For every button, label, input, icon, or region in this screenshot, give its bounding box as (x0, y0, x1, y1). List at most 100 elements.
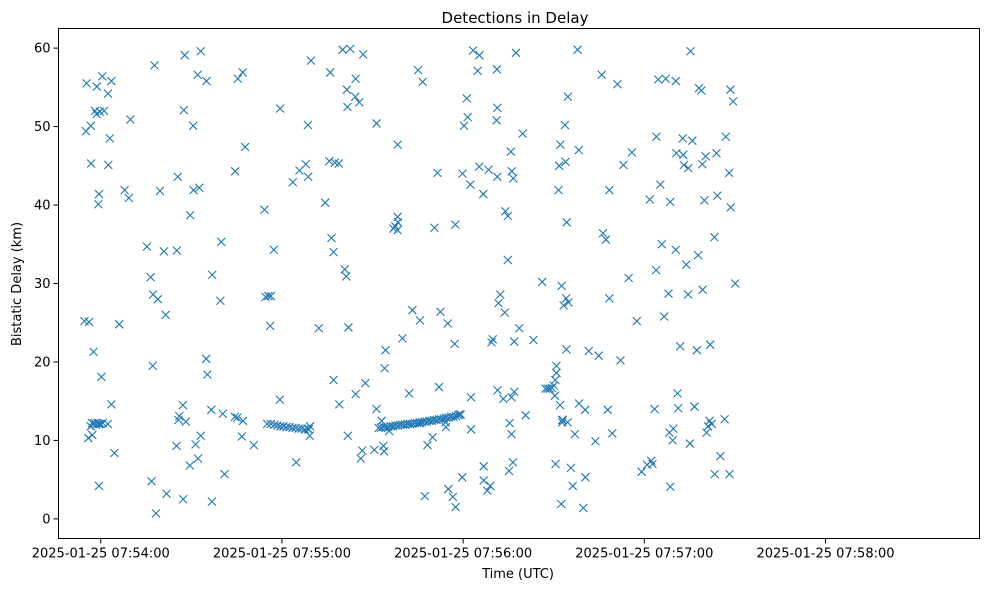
data-point (173, 172, 183, 182)
data-point (443, 484, 453, 494)
data-point (613, 79, 622, 89)
data-point (334, 159, 344, 168)
data-point (720, 414, 730, 424)
data-point (230, 412, 240, 422)
data-point (305, 431, 315, 441)
x-tick-label: 2025-01-25 07:55:00 (213, 547, 351, 562)
data-point (648, 459, 657, 469)
data-point (683, 290, 693, 299)
data-point (191, 439, 200, 449)
x-tick-label: 2025-01-25 07:58:00 (756, 547, 894, 562)
data-point (151, 509, 161, 518)
y-axis: 0 10 20 30 40 50 60 (34, 42, 59, 527)
data-point (479, 476, 489, 485)
data-point (730, 279, 740, 288)
data-point (637, 467, 646, 477)
data-point (189, 185, 198, 195)
data-point (561, 294, 571, 303)
data-point (449, 412, 458, 422)
data-point (161, 310, 171, 320)
data-point (591, 436, 600, 446)
data-point (153, 294, 163, 304)
data-point (705, 340, 715, 350)
data-point (106, 399, 116, 409)
data-point (558, 415, 568, 425)
data-point (334, 399, 344, 409)
data-point (340, 264, 350, 274)
data-point (450, 339, 460, 349)
data-point (181, 417, 191, 426)
data-point (551, 459, 560, 469)
data-point (508, 458, 518, 467)
data-point (291, 458, 301, 467)
data-point (381, 345, 390, 355)
x-axis: 2025-01-25 07:54:00 2025-01-25 07:55:00 20… (32, 538, 895, 562)
data-point (492, 172, 502, 182)
data-point (288, 177, 298, 187)
data-point (193, 70, 203, 80)
y-tick-label: 0 (42, 512, 50, 527)
data-point (503, 211, 513, 221)
data-point (616, 356, 625, 365)
data-point (580, 405, 590, 415)
data-point (415, 417, 425, 427)
data-point (698, 285, 707, 295)
data-point (501, 206, 510, 216)
data-point (568, 481, 578, 491)
data-point (369, 445, 379, 455)
data-point (561, 157, 570, 167)
data-point (377, 416, 386, 426)
data-point (665, 482, 675, 492)
data-point (233, 74, 243, 84)
data-point (423, 440, 432, 450)
data-point (343, 323, 353, 332)
y-axis-label: Bistatic Delay (km) (10, 222, 25, 346)
data-point (458, 169, 467, 179)
x-tick-label: 2025-01-25 07:54:00 (32, 547, 170, 562)
data-point (443, 319, 453, 328)
data-point (474, 162, 484, 171)
data-point (705, 416, 714, 426)
data-point (96, 419, 105, 429)
data-point (106, 76, 116, 86)
data-point (103, 419, 113, 429)
data-point (493, 385, 502, 395)
data-point (82, 79, 91, 88)
data-point (554, 185, 563, 195)
data-point (566, 463, 576, 473)
data-point (92, 109, 101, 119)
data-point (263, 291, 273, 301)
data-point (673, 403, 683, 413)
data-point (262, 419, 272, 429)
data-point (671, 148, 681, 158)
data-point (428, 432, 438, 442)
data-point (351, 389, 361, 399)
data-point (603, 405, 613, 415)
data-point (668, 424, 678, 434)
data-point (697, 159, 707, 169)
data-point (437, 414, 446, 424)
data-point (725, 85, 735, 95)
data-point (584, 346, 594, 356)
data-point (456, 410, 466, 419)
data-point (146, 272, 155, 282)
data-point (306, 56, 316, 66)
data-point (651, 265, 661, 275)
data-point (712, 148, 721, 158)
data-point (653, 75, 663, 84)
data-point (563, 417, 573, 427)
data-point (393, 225, 402, 235)
data-point (86, 159, 96, 168)
data-point (92, 82, 102, 91)
data-point (142, 242, 152, 252)
data-point (179, 105, 189, 115)
data-point (350, 92, 360, 102)
data-point (372, 119, 381, 128)
data-point (202, 76, 211, 86)
data-point (632, 316, 642, 326)
data-point (578, 503, 588, 513)
data-point (506, 147, 516, 157)
data-point (537, 277, 547, 287)
data-point (96, 372, 106, 382)
data-point (338, 45, 348, 55)
